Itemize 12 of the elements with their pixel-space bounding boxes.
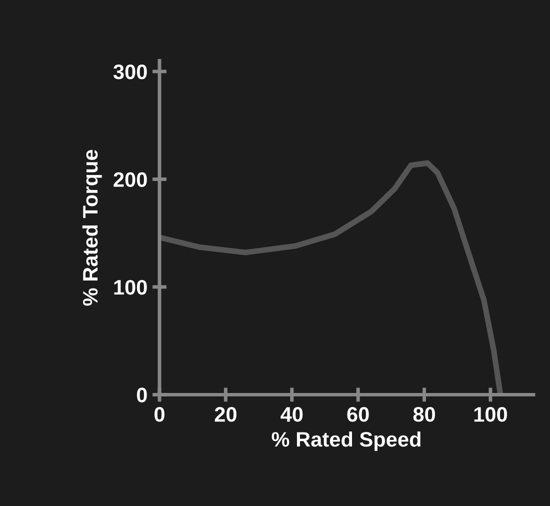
x-axis-title: % Rated Speed bbox=[272, 431, 420, 451]
y-tick-label: 0 bbox=[136, 388, 147, 402]
y-tick-label: 100 bbox=[114, 280, 147, 295]
x-tick-label: 80 bbox=[413, 407, 436, 422]
x-tick-label: 0 bbox=[154, 407, 164, 422]
x-tick-label: 60 bbox=[347, 407, 369, 422]
y-tick-label: 200 bbox=[114, 172, 147, 187]
x-tick-label: 40 bbox=[280, 407, 303, 422]
x-tick-label: 100 bbox=[474, 407, 507, 422]
y-axis-title: % Rated Torque bbox=[82, 150, 102, 306]
x-tick-label: 20 bbox=[214, 407, 236, 422]
y-tick-label: 300 bbox=[113, 64, 147, 80]
